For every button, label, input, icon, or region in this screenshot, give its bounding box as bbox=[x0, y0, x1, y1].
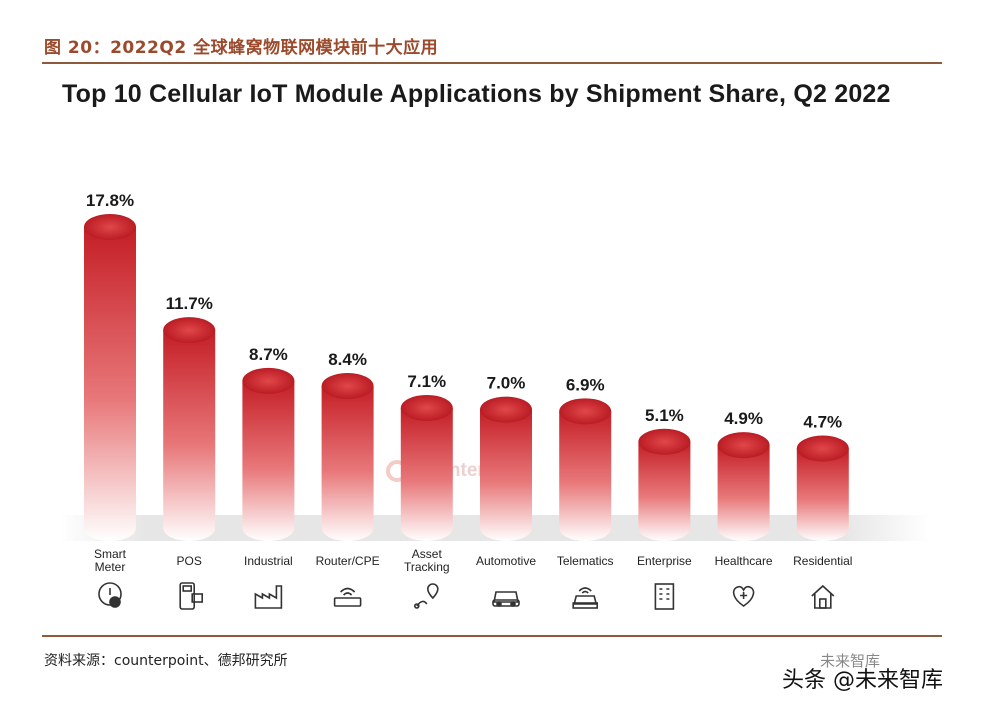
value-label: 8.7% bbox=[249, 345, 288, 364]
category-label: Enterprise bbox=[637, 554, 692, 568]
bar bbox=[480, 409, 532, 541]
bar bbox=[400, 407, 453, 541]
bar-cap bbox=[163, 317, 216, 344]
router-icon bbox=[333, 587, 362, 607]
bar-cap bbox=[400, 394, 453, 421]
factory-icon bbox=[254, 585, 283, 609]
category-label: Telematics bbox=[556, 554, 614, 568]
bar-cap bbox=[796, 435, 849, 462]
bar-group bbox=[242, 367, 295, 541]
bar-cap bbox=[638, 428, 691, 455]
bar bbox=[321, 385, 374, 541]
bar-group bbox=[796, 435, 849, 541]
top-divider bbox=[42, 62, 942, 64]
bar bbox=[84, 227, 136, 541]
car-icon bbox=[492, 591, 520, 607]
bar-cap bbox=[321, 372, 374, 399]
bar-group bbox=[559, 398, 612, 541]
bar bbox=[796, 448, 849, 541]
value-label: 5.1% bbox=[645, 406, 684, 425]
pos-terminal-icon bbox=[179, 582, 203, 610]
bar bbox=[242, 380, 295, 541]
category-label: POS bbox=[176, 554, 202, 568]
value-label: 17.8% bbox=[86, 191, 134, 210]
value-label: 4.9% bbox=[724, 409, 763, 428]
figure-title: 图 20：2022Q2 全球蜂窝物联网模块前十大应用 bbox=[44, 38, 439, 58]
bar-cap bbox=[84, 214, 136, 240]
bar bbox=[717, 445, 770, 541]
bar-cap bbox=[559, 398, 612, 425]
value-label: 7.0% bbox=[487, 374, 526, 393]
value-label: 6.9% bbox=[566, 375, 605, 394]
healthcare-icon bbox=[732, 585, 755, 607]
bar-group bbox=[480, 396, 532, 541]
bar-group bbox=[400, 394, 453, 541]
category-label: Healthcare bbox=[714, 554, 773, 568]
category-label: Asset Tracking bbox=[404, 547, 450, 574]
category-label: Residential bbox=[793, 554, 853, 568]
bottom-divider bbox=[42, 635, 942, 637]
chart-title: Top 10 Cellular IoT Module Applications … bbox=[62, 80, 891, 108]
telematics-icon bbox=[572, 587, 599, 609]
value-label: 4.7% bbox=[803, 413, 842, 432]
bar-cap bbox=[480, 396, 532, 423]
category-label: Router/CPE bbox=[315, 554, 380, 568]
value-label: 8.4% bbox=[328, 350, 367, 369]
category-label: Automotive bbox=[475, 554, 537, 568]
bar bbox=[163, 330, 216, 541]
source-note: 资料来源：counterpoint、德邦研究所 bbox=[44, 653, 288, 669]
bar-cap bbox=[717, 432, 770, 459]
meter-icon bbox=[98, 582, 122, 608]
bar bbox=[638, 441, 691, 541]
brand-watermark: 头条 @未来智库 bbox=[782, 668, 943, 693]
value-label: 11.7% bbox=[166, 294, 213, 313]
bar-cap bbox=[242, 367, 295, 394]
bar-group bbox=[717, 432, 770, 541]
bar-group bbox=[163, 317, 216, 541]
category-label: Industrial bbox=[244, 554, 293, 568]
bar-group bbox=[321, 372, 374, 541]
bar-group bbox=[638, 428, 691, 541]
brand-top: 未来智库 bbox=[820, 652, 881, 670]
bar-group bbox=[84, 214, 136, 541]
bar bbox=[559, 411, 612, 541]
category-label: Smart Meter bbox=[93, 547, 126, 574]
location-tracking-icon bbox=[413, 583, 439, 609]
house-icon bbox=[811, 584, 835, 609]
building-icon bbox=[654, 583, 675, 610]
value-label: 7.1% bbox=[407, 372, 446, 391]
